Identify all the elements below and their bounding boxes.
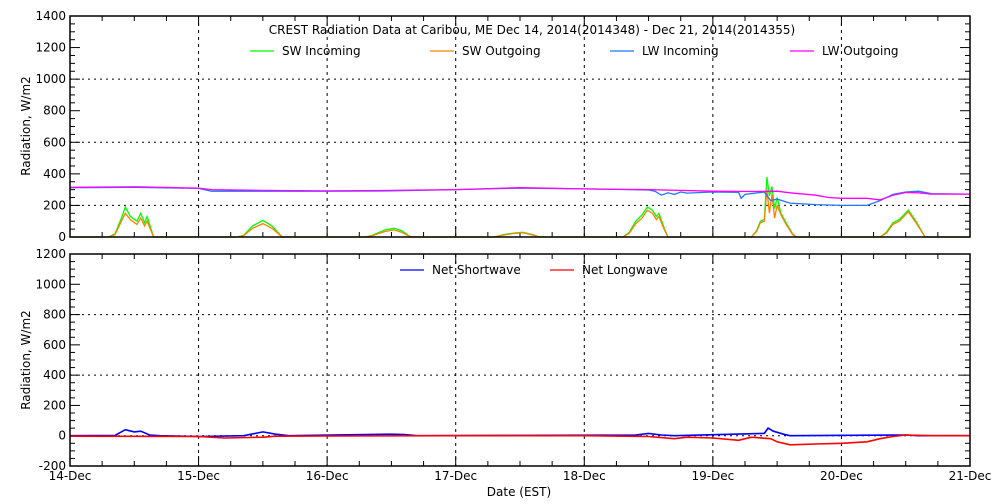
- plot-frame: [69, 15, 971, 238]
- x-tick-label: 16-Dec: [306, 469, 349, 483]
- y-tick-label: 200: [43, 398, 66, 412]
- x-tick-label: 21-Dec: [949, 469, 992, 483]
- y-tick-label: 0: [58, 230, 66, 244]
- y-tick-label: 1000: [35, 72, 66, 86]
- legend-label: LW Incoming: [642, 44, 719, 58]
- y-tick-label: 400: [43, 167, 66, 181]
- x-tick-label: 19-Dec: [691, 469, 734, 483]
- chart-title: CREST Radiation Data at Caribou, ME Dec …: [269, 23, 795, 37]
- legend-label: SW Outgoing: [462, 44, 541, 58]
- legend-label: LW Outgoing: [822, 44, 899, 58]
- series-line-lw-outgoing: [69, 186, 970, 201]
- series-line-lw-incoming: [69, 186, 971, 207]
- y-tick-label: 200: [43, 198, 66, 212]
- x-tick-label: 17-Dec: [434, 469, 477, 483]
- y-tick-label: 1200: [35, 41, 66, 55]
- panel-net-radiation: -200 0 200 400 600 800 1000 1200 Net Shortwave Ne…: [35, 247, 991, 483]
- y-tick-label: -200: [39, 459, 66, 473]
- y-tick-label: 600: [43, 338, 66, 352]
- x-tick-label: 14-Dec: [49, 469, 92, 483]
- series-line-sw-incoming: [70, 176, 970, 238]
- plot-frame: [69, 253, 971, 467]
- x-axis-label: Date (EST): [487, 485, 551, 499]
- x-tick-label: 20-Dec: [820, 469, 863, 483]
- y-tick-label: 1200: [35, 247, 66, 261]
- bottom-y-axis-label: Radiation, W/m2: [19, 310, 33, 410]
- panel-radiation: 0 200 400 600 800 1000 1200 1400 SW Incoming SW O…: [35, 9, 971, 244]
- top-y-axis-label: Radiation, W/m2: [19, 76, 33, 176]
- y-tick-label: 800: [43, 308, 66, 322]
- x-tick-label: 18-Dec: [563, 469, 606, 483]
- y-tick-label: 0: [58, 429, 66, 443]
- legend-label: Net Shortwave: [432, 263, 521, 277]
- series-line-sw-outgoing: [70, 189, 970, 238]
- y-tick-label: 1000: [35, 277, 66, 291]
- series-line-net-longwave: [69, 434, 970, 446]
- legend-label: Net Longwave: [582, 263, 668, 277]
- x-tick-label: 15-Dec: [177, 469, 220, 483]
- y-tick-label: 800: [43, 104, 66, 118]
- legend-label: SW Incoming: [282, 44, 361, 58]
- y-tick-label: 400: [43, 368, 66, 382]
- y-tick-label: 600: [43, 135, 66, 149]
- y-tick-label: 1400: [35, 9, 66, 23]
